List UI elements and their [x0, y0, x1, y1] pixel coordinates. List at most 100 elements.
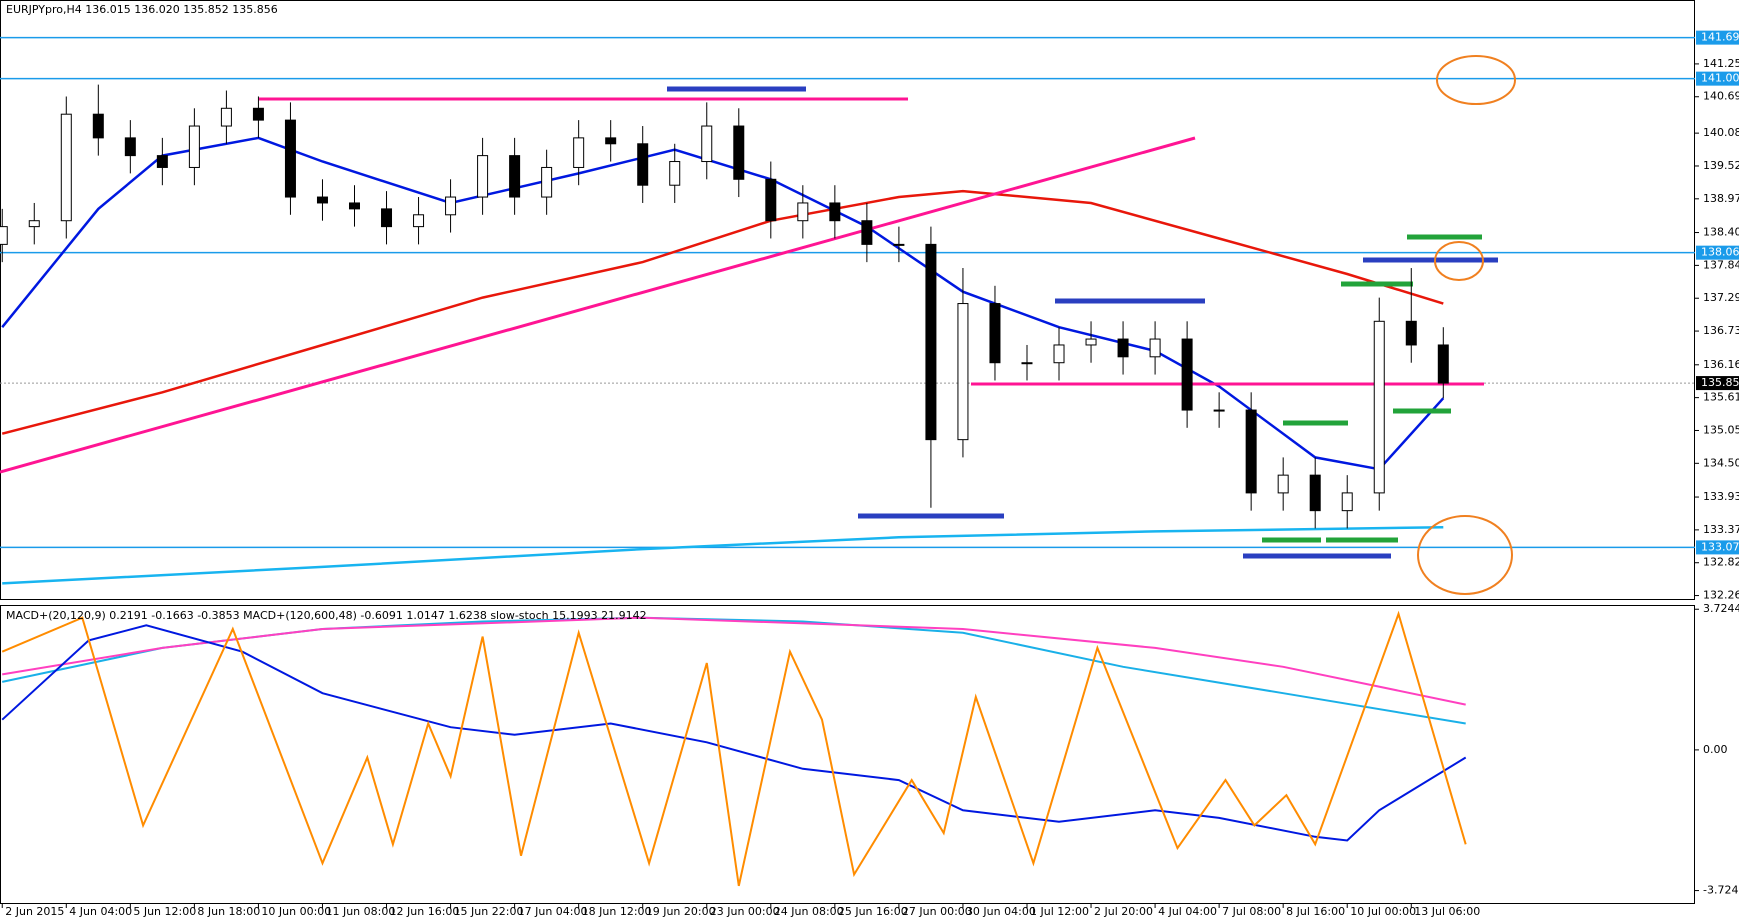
price-label: 138.060 [1701, 246, 1739, 259]
foreground-layer: EURJPYpro,H4 136.015 136.020 135.852 135… [0, 3, 1739, 918]
green-levels [1262, 234, 1482, 543]
candle-body [348, 202, 360, 210]
candle-body [1213, 409, 1225, 412]
x-tick-label: 15 Jun 22:00 [454, 905, 524, 918]
candle-body [861, 220, 873, 245]
y-tick-label: 135.055 [1703, 423, 1739, 436]
candle-body [1117, 338, 1129, 358]
y-tick-label: 133.930 [1703, 490, 1739, 503]
indicator-line [2, 616, 1466, 706]
candle-body [445, 196, 457, 216]
candle-body [0, 226, 8, 245]
y-tick-label: -3.7244 [1703, 884, 1739, 897]
x-tick-label: 13 Jul 06:00 [1414, 905, 1480, 918]
x-tick-label: 24 Jun 08:00 [774, 905, 844, 918]
x-tick-label: 17 Jun 04:00 [518, 905, 588, 918]
price-label-box [1696, 30, 1739, 45]
highlight-circle [1436, 55, 1516, 105]
price-label-box [1696, 245, 1739, 260]
y-tick-label: 133.375 [1703, 523, 1739, 536]
candle-body [188, 125, 200, 168]
y-tick-label: 0.00 [1703, 743, 1728, 756]
indicator-line [1, 610, 1467, 887]
candle-body [637, 143, 649, 186]
x-tick-label: 1 Jul 12:00 [1030, 905, 1089, 918]
y-tick-label: 138.400 [1703, 226, 1739, 239]
x-tick-label: 10 Jul 00:00 [1350, 905, 1416, 918]
highlight-circle [1417, 515, 1513, 595]
y-tick-label: 136.165 [1703, 358, 1739, 371]
candle-body [60, 113, 72, 222]
candle-body [381, 208, 393, 228]
price-label: 135.856 [1701, 376, 1739, 389]
candle-body [669, 161, 681, 186]
x-tick-label: 30 Jun 04:00 [966, 905, 1036, 918]
candle-body [477, 155, 489, 198]
candle-body [316, 196, 328, 204]
candle-body [893, 243, 905, 246]
y-tick-label: 137.845 [1703, 258, 1739, 271]
candle-body [1341, 492, 1353, 512]
y-tick-label: 141.25 [1703, 57, 1739, 70]
candle-body [1021, 362, 1033, 365]
x-tick-label: 10 Jun 00:00 [261, 905, 331, 918]
candle-body [413, 214, 425, 228]
x-tick-label: 11 Jun 08:00 [325, 905, 395, 918]
candle-body [28, 220, 40, 228]
candle-body [509, 155, 521, 198]
x-tick-label: 2 Jun 2015 [5, 905, 64, 918]
candle-body [733, 125, 745, 180]
candle-body [925, 243, 937, 441]
price-label-box [1696, 540, 1739, 555]
trendline [0, 136, 1196, 474]
y-tick-label: 140.695 [1703, 90, 1739, 103]
candle-body [701, 125, 713, 163]
panel-title: MACD+(20,120,9) 0.2191 -0.1663 -0.3853 M… [6, 609, 647, 622]
highlights [1417, 55, 1516, 595]
indicator-line [2, 525, 1444, 585]
x-tick-label: 4 Jun 04:00 [69, 905, 132, 918]
price-label: 141.694 [1701, 31, 1739, 44]
y-tick-label: 138.970 [1703, 192, 1739, 205]
candle-body [989, 303, 1001, 364]
candle-body [1437, 344, 1449, 384]
x-tick-label: 12 Jun 16:00 [390, 905, 460, 918]
candle-body [765, 178, 777, 222]
candle-body [1277, 474, 1289, 494]
price-label-box [1696, 71, 1739, 86]
x-tick-label: 27 Jun 00:00 [902, 905, 972, 918]
candle-body [1309, 474, 1321, 512]
x-tick-label: 18 Jun 12:00 [582, 905, 652, 918]
candle-body [1245, 409, 1257, 494]
x-tick-label: 23 Jun 00:00 [710, 905, 780, 918]
y-tick-label: 136.735 [1703, 324, 1739, 337]
y-tick-label: 140.080 [1703, 126, 1739, 139]
price-label: 141.001 [1701, 72, 1739, 85]
candle-body [92, 113, 104, 139]
x-tick-label: 8 Jun 18:00 [197, 905, 260, 918]
candle-body [541, 166, 553, 198]
x-tick-label: 5 Jun 12:00 [133, 905, 196, 918]
candle-body [573, 137, 585, 168]
candle-body [252, 107, 264, 121]
candle-body [156, 155, 168, 168]
candle-body [1405, 320, 1417, 346]
candle-body [220, 107, 232, 127]
candle-body [605, 137, 617, 145]
candle-body [1085, 338, 1097, 346]
candle-body [1181, 338, 1193, 411]
x-tick-label: 4 Jul 04:00 [1158, 905, 1217, 918]
candle-body [1149, 338, 1161, 358]
indicator-panel [0, 605, 1695, 904]
blue-levels [667, 86, 1498, 559]
price-label-box [1696, 376, 1739, 391]
y-tick-label: 139.525 [1703, 159, 1739, 172]
x-tick-label: 7 Jul 08:00 [1222, 905, 1281, 918]
candle-body [284, 119, 296, 198]
x-tick-label: 25 Jun 16:00 [838, 905, 908, 918]
candle-body [124, 137, 136, 157]
y-tick-label: 135.610 [1703, 391, 1739, 404]
candle-body [1053, 344, 1065, 364]
